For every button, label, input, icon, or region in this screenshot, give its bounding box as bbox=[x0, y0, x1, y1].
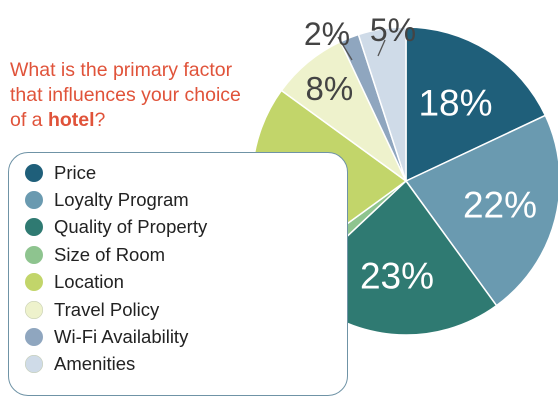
legend-item: Size of Room bbox=[25, 241, 207, 268]
legend-list: Price Loyalty Program Quality of Property S… bbox=[25, 159, 207, 378]
legend-item: Wi-Fi Availability bbox=[25, 323, 207, 350]
pie-slice-loyalty-program bbox=[404, 114, 558, 307]
legend-swatch bbox=[25, 163, 43, 182]
legend: Price Loyalty Program Quality of Property S… bbox=[8, 152, 348, 396]
data-label-quality-of-property: 23% bbox=[360, 256, 434, 297]
legend-label: Location bbox=[54, 271, 124, 293]
legend-swatch bbox=[25, 300, 43, 319]
data-label-price: 18% bbox=[418, 83, 492, 124]
legend-swatch bbox=[25, 328, 43, 347]
question-emphasis: hotel bbox=[47, 109, 95, 131]
pie-slice-amenities bbox=[357, 26, 407, 182]
legend-label: Quality of Property bbox=[54, 216, 208, 238]
legend-item: Amenities bbox=[25, 351, 207, 378]
legend-label: Travel Policy bbox=[54, 298, 160, 320]
legend-label: Wi-Fi Availability bbox=[54, 326, 189, 348]
data-label-amenities: 5% bbox=[370, 12, 416, 48]
legend-label: Amenities bbox=[54, 353, 136, 375]
legend-item: Travel Policy bbox=[25, 296, 207, 323]
data-label-travel-policy: 8% bbox=[306, 70, 354, 107]
chart-question-title: What is the primary factor that influenc… bbox=[10, 58, 250, 133]
legend-label: Size of Room bbox=[54, 243, 166, 265]
leader-line bbox=[337, 36, 353, 61]
legend-label: Loyalty Program bbox=[54, 189, 189, 211]
legend-swatch bbox=[25, 191, 43, 210]
pie-slice-price bbox=[405, 26, 547, 183]
legend-item: Quality of Property bbox=[25, 214, 207, 241]
legend-item: Loyalty Program bbox=[25, 186, 207, 213]
legend-label: Price bbox=[54, 161, 97, 183]
legend-item: Location bbox=[25, 269, 207, 296]
legend-swatch bbox=[25, 245, 43, 264]
legend-item: Price bbox=[25, 159, 207, 186]
data-label-wi-fi-availability: 2% bbox=[304, 16, 350, 52]
question-text: What is the primary factor that influenc… bbox=[10, 59, 241, 131]
legend-swatch bbox=[25, 273, 43, 292]
leader-line bbox=[377, 39, 386, 57]
question-suffix: ? bbox=[94, 109, 106, 131]
legend-swatch bbox=[25, 218, 43, 237]
legend-swatch bbox=[25, 355, 43, 374]
data-label-loyalty-program: 22% bbox=[463, 185, 537, 226]
